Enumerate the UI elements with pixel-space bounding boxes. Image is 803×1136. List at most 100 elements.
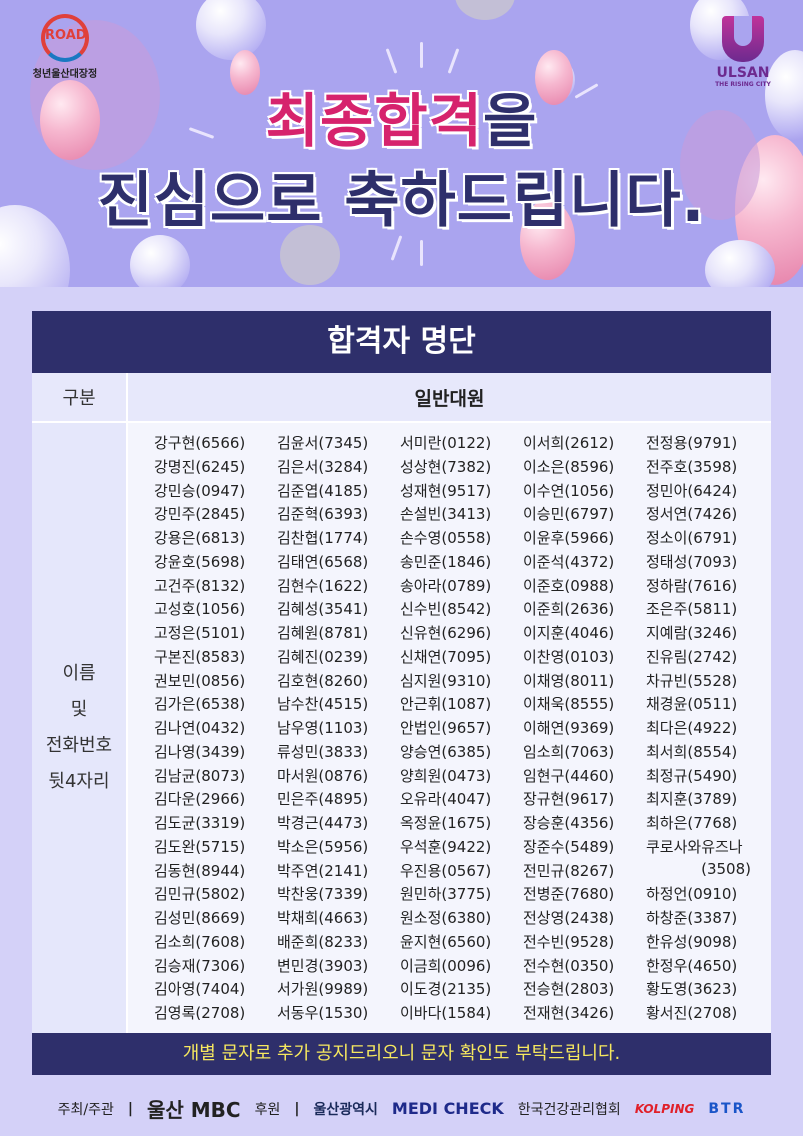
table-body-row: 이름 및 전화번호 뒷4자리 강구현(6566) 강명진(6245) 강민승(094…: [32, 423, 771, 1033]
name-entry: 손설빈(3413): [400, 505, 492, 524]
ulsan-city-logo: 울산광역시: [313, 1101, 378, 1118]
name-entry: 김윤서(7345): [277, 434, 369, 452]
name-entry: 손수영(0558): [400, 529, 492, 547]
name-entry: 최다은(4922): [646, 719, 738, 737]
name-entry: 장승훈(4356): [523, 814, 615, 832]
name-entry: 김준혁(6393): [277, 505, 369, 524]
name-entry: 이금희(0096): [400, 956, 492, 975]
ulsan-logo-title: ULSAN: [716, 65, 770, 81]
name-entry: 이채영(8011): [523, 671, 615, 690]
name-entry: 서미란(0122): [400, 434, 492, 452]
name-entry: 신채연(7095): [400, 647, 492, 666]
name-entry: 성재현(9517): [400, 481, 492, 500]
name-entry: 신수빈(8542): [400, 600, 492, 619]
name-entry: 임소희(7063): [523, 742, 615, 761]
name-entry: 전정용(9791): [646, 434, 738, 452]
name-entry: 쿠로사와유즈나: [646, 837, 743, 856]
name-entry: 황서진(2708): [646, 1004, 738, 1022]
name-entry: 변민경(3903): [277, 956, 369, 975]
name-entry: 이준호(0988): [523, 576, 615, 595]
name-entry: 김영록(2708): [154, 1004, 246, 1022]
name-entry: 김나영(3439): [154, 742, 246, 761]
name-entry: 전승현(2803): [523, 980, 615, 999]
table-header-row: 구분 일반대원: [32, 373, 771, 423]
road-logo-mark: ROAD: [41, 14, 89, 62]
name-entry: 강용은(6813): [154, 529, 246, 547]
side-label-line: 이름: [62, 663, 96, 684]
name-entry: 고정은(5101): [154, 624, 246, 642]
name-entry: 이윤후(5966): [523, 529, 615, 547]
name-entry: 이준희(2636): [523, 600, 615, 619]
kahp-logo: 한국건강관리협회: [517, 1101, 621, 1118]
name-entry: 김도완(5715): [154, 837, 246, 856]
name-entry: 강명진(6245): [154, 457, 246, 476]
name-entry: 전재현(3426): [523, 1004, 615, 1022]
side-label: 이름 및 전화번호 뒷4자리: [32, 423, 128, 1033]
name-entry: 전수빈(9528): [523, 932, 615, 951]
name-entry: 고건주(8132): [154, 576, 246, 595]
name-entry: 김도균(3319): [154, 814, 246, 832]
header-value: 일반대원: [414, 387, 485, 410]
name-entry: 성상현(7382): [400, 457, 492, 476]
name-entry: 김민규(5802): [154, 885, 246, 904]
name-entry: 안법인(9657): [400, 719, 492, 737]
name-entry: 남수찬(4515): [277, 695, 369, 714]
headline-line2: 진심으로 축하드립니다.: [97, 166, 706, 236]
name-entry: (3508): [701, 859, 751, 878]
name-entry: 이바다(1584): [400, 1004, 492, 1022]
name-entry: 김성민(8669): [154, 909, 246, 927]
name-entry: 이도경(2135): [400, 980, 492, 999]
medi-check-logo: MEDI CHECK: [391, 1099, 504, 1118]
name-entry: 김혜원(8781): [277, 624, 369, 642]
name-entry: 마서원(0876): [277, 766, 369, 785]
name-entry: 김현수(1622): [277, 576, 369, 595]
name-entry: 하창준(3387): [646, 909, 738, 927]
footer-note: 개별 문자로 추가 공지드리오니 문자 확인도 부탁드립니다.: [32, 1033, 771, 1075]
name-entry: 김혜진(0239): [277, 647, 369, 666]
table-title: 합격자 명단: [32, 311, 771, 373]
name-entry: 최서희(8554): [646, 742, 738, 761]
side-label-line: 뒷4자리: [48, 771, 110, 792]
name-entry: 김동현(8944): [154, 861, 246, 880]
name-entry: 서동우(1530): [277, 1004, 369, 1022]
name-entry: 이서희(2612): [523, 434, 615, 452]
name-entry: 전병준(7680): [523, 885, 615, 904]
name-entry: 김아영(7404): [154, 980, 246, 999]
name-entry: 김나연(0432): [154, 719, 246, 737]
names-column: 김윤서(7345) 김은서(3284) 김준엽(4185) 김준혁(6393) 김찬협(…: [277, 432, 400, 1033]
name-entry: 박찬웅(7339): [277, 885, 369, 904]
name-entry: 서가원(9989): [277, 980, 369, 999]
name-entry: 임현구(4460): [523, 766, 615, 785]
names-column: 전정용(9791) 전주호(3598) 정민아(6424) 정서연(7426) 정소이(…: [646, 432, 769, 1033]
name-entry: 김다운(2966): [154, 790, 246, 809]
name-entry: 김태연(6568): [277, 552, 369, 571]
name-entry: 정소이(6791): [646, 529, 738, 547]
sponsors-bar: 주최/주관 | 울산 MBC 후원 | 울산광역시 MEDI CHECK 한국건…: [0, 1094, 803, 1123]
name-entry: 고성호(1056): [154, 600, 246, 619]
name-entry: 윤지현(6560): [400, 932, 492, 951]
name-entry: 김승재(7306): [154, 956, 246, 975]
divider: |: [294, 1100, 300, 1117]
name-entry: 최지훈(3789): [646, 790, 738, 809]
name-entry: 김가은(6538): [154, 695, 246, 714]
name-entry: 배준희(8233): [277, 932, 369, 951]
name-entry: 류성민(3833): [277, 742, 369, 761]
name-entry: 박경근(4473): [277, 814, 369, 832]
name-entry: 김준엽(4185): [277, 481, 369, 500]
name-entry: 전주호(3598): [646, 457, 738, 476]
name-entry: 최하은(7768): [646, 814, 738, 832]
names-column: 서미란(0122) 성상현(7382) 성재현(9517) 손설빈(3413) 손수영(…: [400, 432, 523, 1033]
name-entry: 장준수(5489): [523, 837, 615, 856]
name-entry: 박소은(5956): [277, 837, 369, 856]
name-entry: 안근휘(1087): [400, 695, 492, 714]
name-entry: 옥정윤(1675): [400, 814, 492, 832]
name-entry: 채경윤(0511): [646, 695, 738, 714]
kolping-logo: KOLPING: [634, 1101, 695, 1116]
name-entry: 송민준(1846): [400, 552, 492, 571]
headline-rest: 을: [483, 87, 538, 155]
name-entry: 박채희(4663): [277, 909, 369, 927]
name-entry: 이소은(8596): [523, 457, 615, 476]
name-entry: 오유라(4047): [400, 790, 492, 809]
name-entry: 이준석(4372): [523, 552, 615, 571]
name-entry: 양승연(6385): [400, 742, 492, 761]
